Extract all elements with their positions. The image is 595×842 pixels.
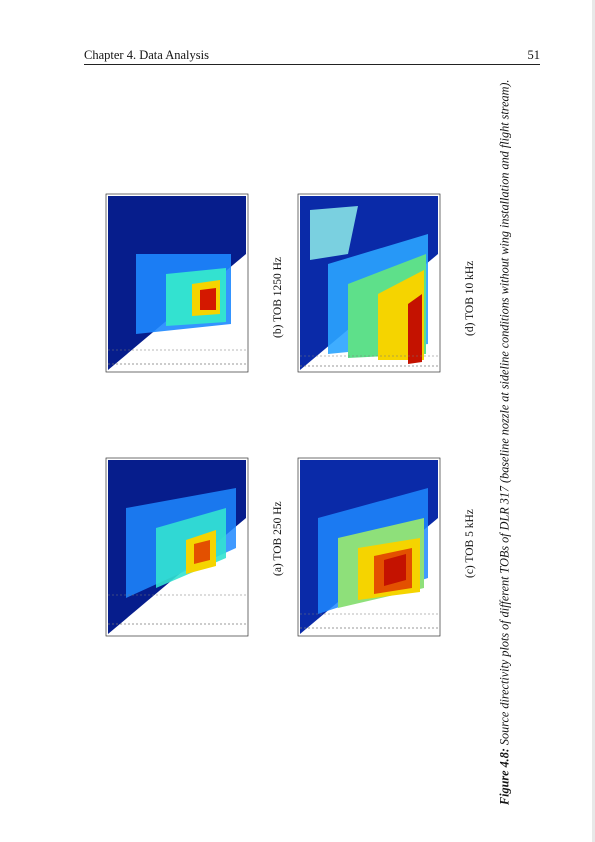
figure-caption: Figure 4.8: Source directivity plots of …: [498, 35, 513, 805]
panel-a-caption: (a) TOB 250 Hz: [272, 501, 284, 576]
panel-a: (a) TOB 250 Hz: [96, 448, 284, 668]
page-number: 51: [527, 48, 541, 62]
figure-caption-text: Source directivity plots of different TO…: [497, 79, 512, 746]
running-header: Chapter 4. Data Analysis 51: [84, 48, 540, 65]
panel-d: (d) TOB 10 kHz: [288, 184, 476, 404]
panel-d-plot: [297, 193, 441, 373]
figure-label: Figure 4.8:: [497, 748, 512, 805]
panel-b: (b) TOB 1250 Hz: [96, 184, 284, 404]
panel-b-plot: [105, 193, 249, 373]
panel-c: (c) TOB 5 kHz: [288, 448, 476, 668]
panel-c-caption: (c) TOB 5 kHz: [464, 509, 476, 578]
panel-c-plot: [297, 457, 441, 637]
panel-a-plot: [105, 457, 249, 637]
panel-d-caption: (d) TOB 10 kHz: [464, 260, 476, 336]
chapter-title: Chapter 4. Data Analysis: [84, 48, 209, 62]
page-edge: [592, 0, 595, 842]
panel-b-caption: (b) TOB 1250 Hz: [272, 256, 284, 338]
